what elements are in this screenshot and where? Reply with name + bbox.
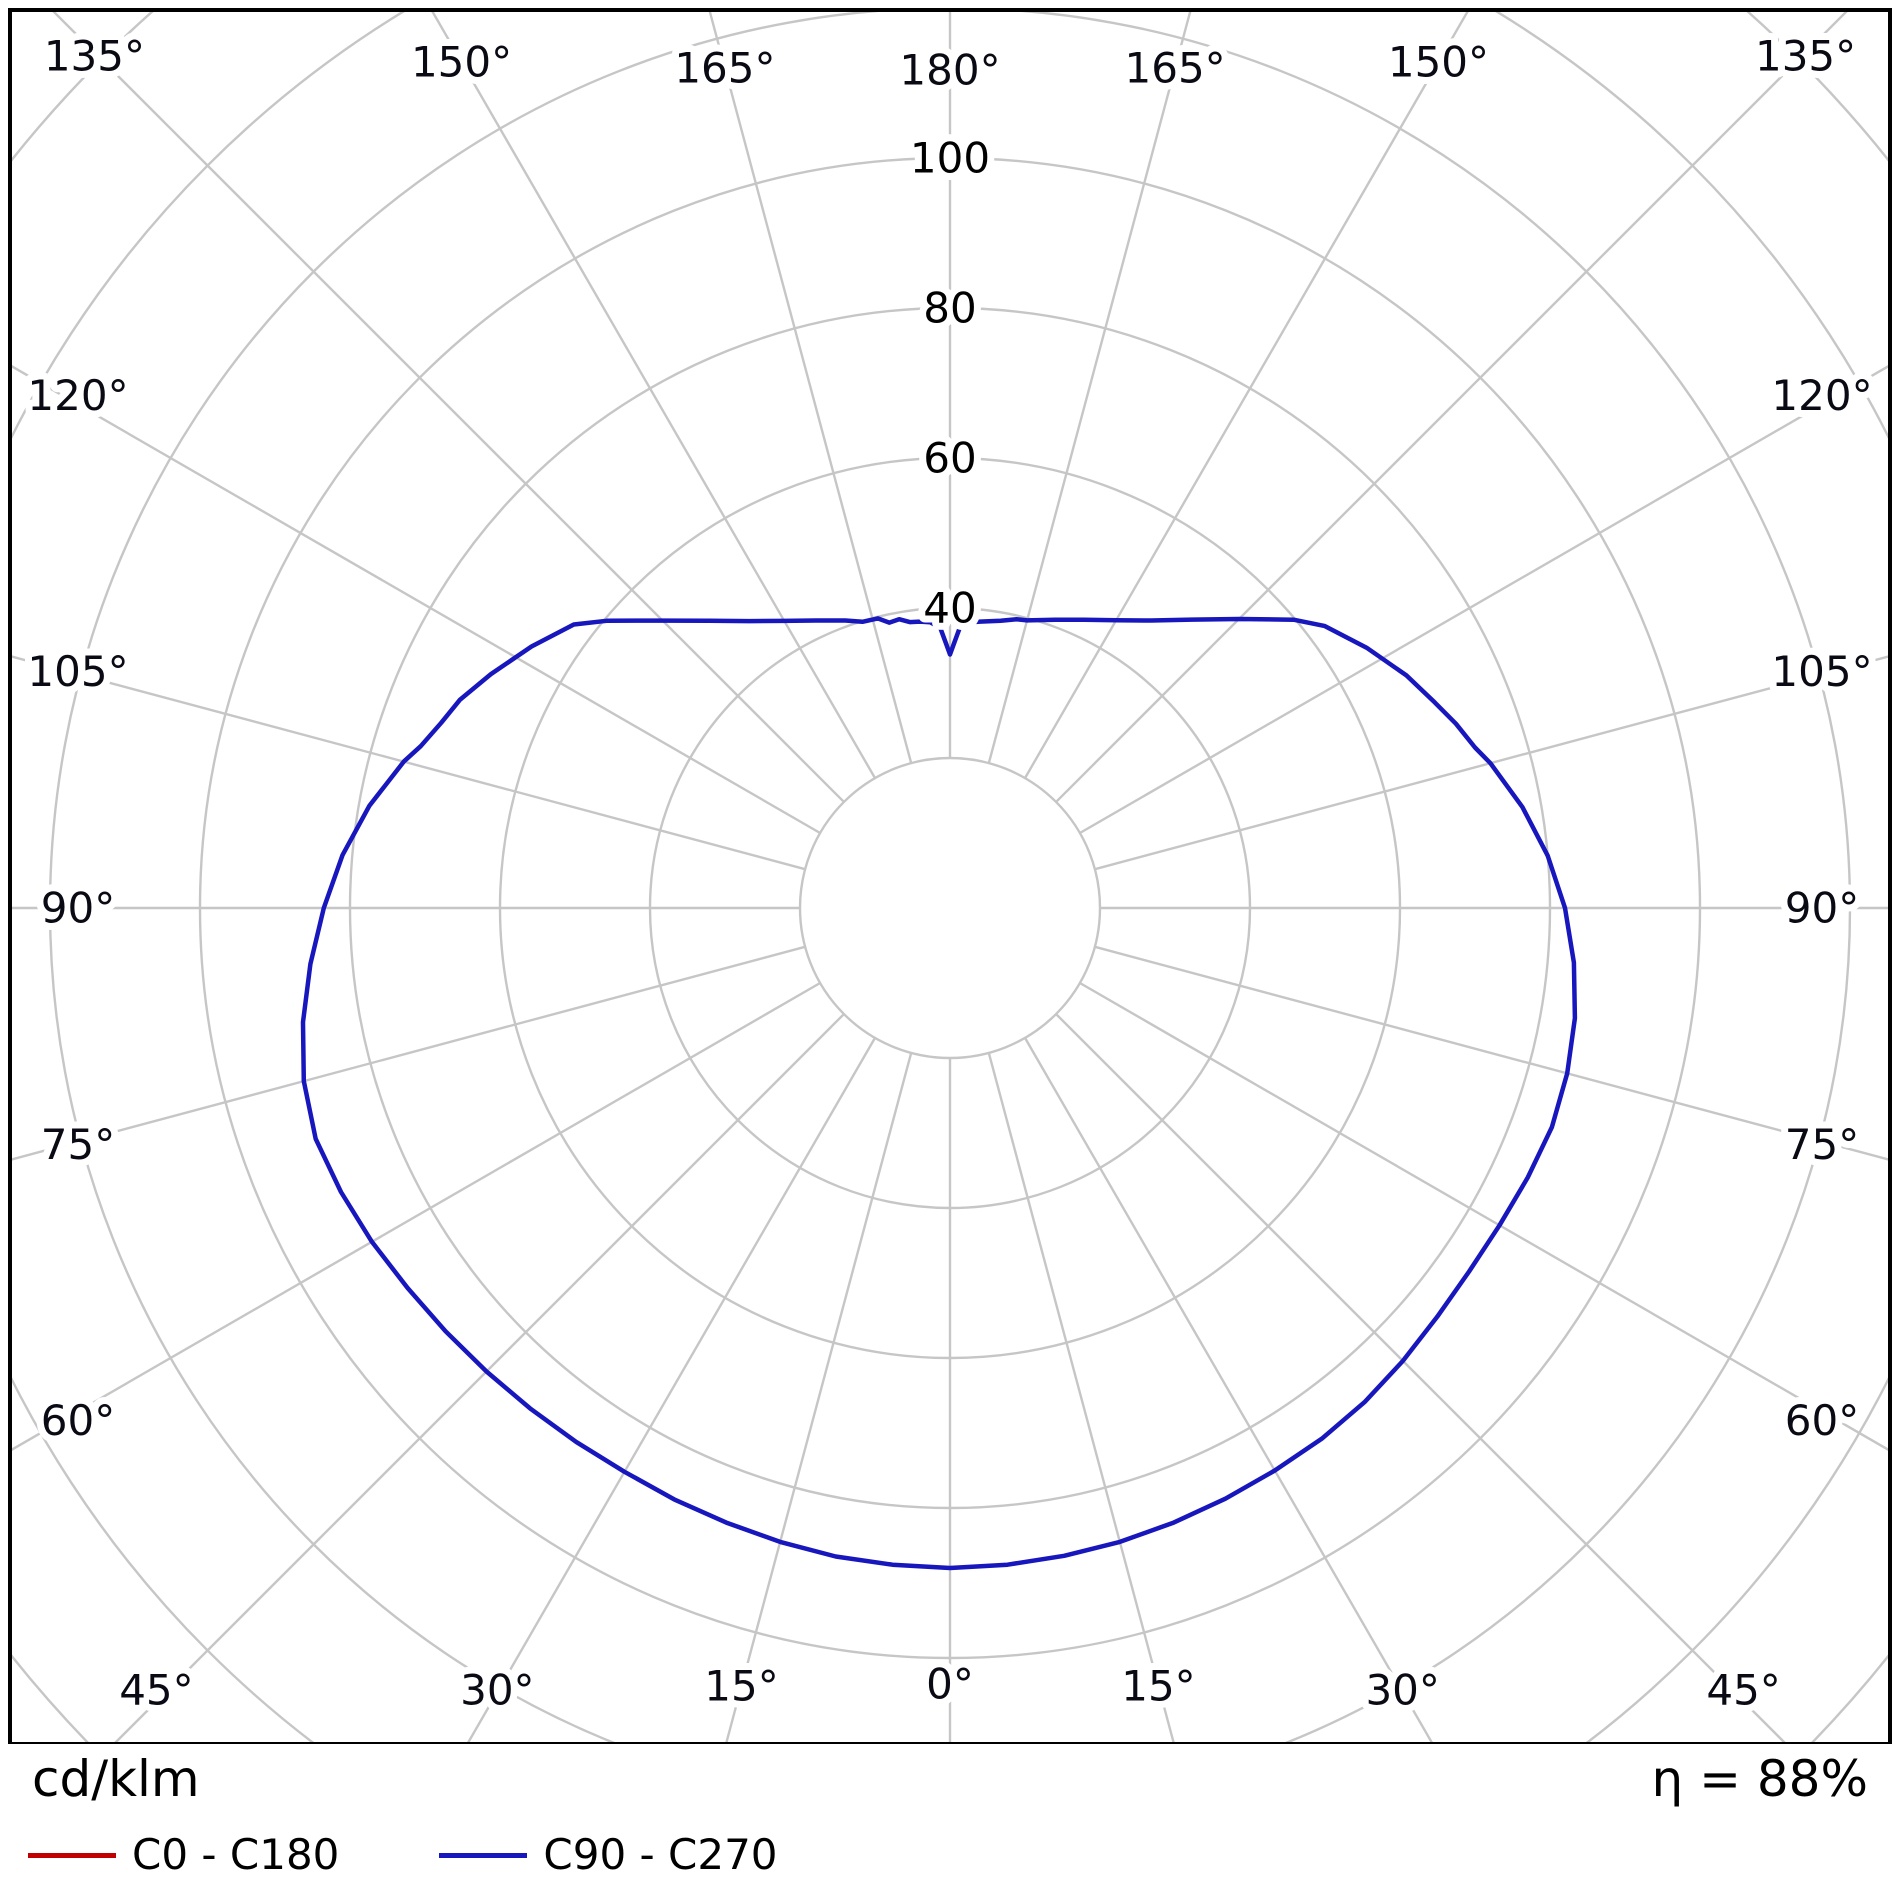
angle-label-75: 75° — [1785, 1120, 1859, 1169]
angle-label-0: 0° — [926, 1660, 974, 1709]
angle-label-60: 60° — [41, 1396, 115, 1445]
legend-label-c0-c180: C0 - C180 — [132, 1830, 340, 1879]
grid-radial-line — [12, 655, 806, 871]
angle-label-120: 120° — [27, 371, 128, 420]
angle-label-45: 45° — [119, 1666, 193, 1715]
angle-label-105: 105° — [27, 647, 128, 696]
angle-label-15: 15° — [1121, 1662, 1195, 1711]
footer: cd/klm η = 88% — [0, 1752, 1900, 1807]
plot-border — [8, 8, 1892, 1744]
angle-label-90: 90° — [1785, 884, 1859, 933]
angle-label-120: 120° — [1771, 371, 1872, 420]
grid-radial-line — [1079, 981, 1888, 1451]
grid-radial-line — [1079, 365, 1888, 835]
angle-label-135: 135° — [1755, 32, 1856, 81]
grid-radial-line — [725, 1052, 913, 1742]
radial-tick-label: 40 — [923, 584, 976, 633]
grid-radial-line — [12, 945, 806, 1161]
legend-label-c90-c270: C90 - C270 — [543, 1830, 778, 1879]
angle-label-150: 150° — [411, 37, 512, 86]
grid-radial-line — [467, 1037, 877, 1742]
grid-radial-line — [1055, 1013, 1786, 1742]
efficiency-label: η = 88% — [1651, 1750, 1868, 1808]
angle-label-135: 135° — [44, 32, 145, 81]
grid-radial-line — [1023, 12, 1469, 779]
angle-label-90: 90° — [41, 884, 115, 933]
unit-label: cd/klm — [32, 1750, 200, 1808]
grid-radial-line — [1055, 12, 1848, 803]
legend-item-c90-c270: C90 - C270 — [439, 1830, 778, 1879]
angle-label-30: 30° — [460, 1666, 534, 1715]
legend-swatch-c90-c270-icon — [439, 1852, 528, 1858]
grid-radial-line — [708, 12, 913, 764]
polar-grid — [12, 12, 1888, 1742]
polar-chart: 40 60 80 100 0° 15° 15° 30° 30° 45° 45° 60° 60° 75° 75… — [8, 8, 1892, 1744]
grid-radial-line — [1023, 1037, 1433, 1742]
angle-label-180: 180° — [899, 46, 1000, 95]
angle-label-105: 105° — [1771, 647, 1872, 696]
angle-label-75: 75° — [41, 1120, 115, 1169]
grid-radial-line — [987, 12, 1192, 764]
angle-label-30: 30° — [1365, 1666, 1439, 1715]
angle-label-150: 150° — [1388, 37, 1489, 86]
angle-label-60: 60° — [1785, 1396, 1859, 1445]
grid-radial-line — [114, 1013, 845, 1742]
angle-label-45: 45° — [1706, 1666, 1780, 1715]
angle-label-165: 165° — [1125, 43, 1226, 92]
grid-radial-line — [12, 365, 821, 835]
grid-radial-line — [12, 981, 821, 1451]
radial-tick-label: 60 — [923, 434, 976, 483]
grid-radial-line — [1094, 655, 1888, 871]
grid-radial-line — [431, 12, 877, 779]
angle-label-15: 15° — [704, 1662, 778, 1711]
grid-radial-line — [1094, 945, 1888, 1161]
radial-tick-label: 80 — [923, 284, 976, 333]
legend-item-c0-c180: C0 - C180 — [28, 1834, 339, 1876]
legend: C0 - C180 C90 - C270 — [28, 1834, 778, 1876]
radial-tick-label: 100 — [910, 134, 990, 183]
angle-label-165: 165° — [674, 43, 775, 92]
grid-radial-line — [52, 12, 845, 803]
distribution-curve-C90-C270 — [300, 616, 1578, 1571]
legend-swatch-c0-c180-icon — [28, 1852, 116, 1858]
grid-radial-line — [987, 1052, 1175, 1742]
